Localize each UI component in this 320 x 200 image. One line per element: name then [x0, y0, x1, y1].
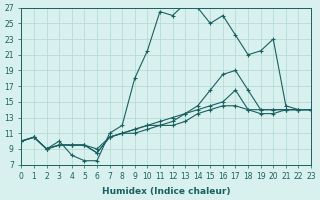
X-axis label: Humidex (Indice chaleur): Humidex (Indice chaleur): [102, 187, 230, 196]
